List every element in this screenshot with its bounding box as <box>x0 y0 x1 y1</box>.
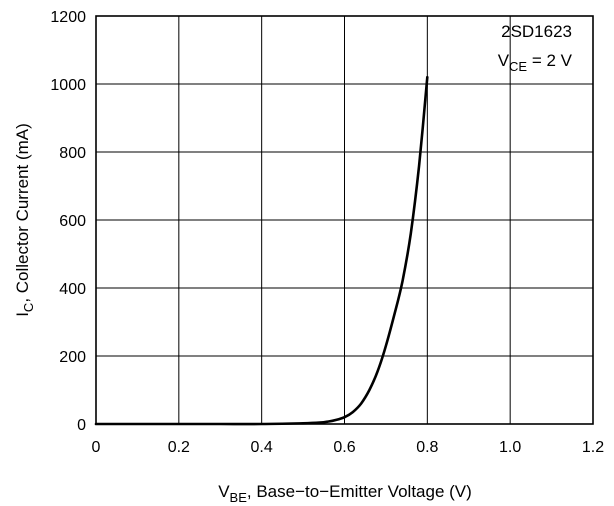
y-axis-title: IC, Collector Current (mA) <box>13 123 36 317</box>
y-axis-title-sub: C <box>21 303 36 312</box>
series-curve <box>94 75 429 426</box>
x-axis-title-rest: , Base−to−Emitter Voltage (V) <box>247 482 472 501</box>
y-tick-label: 600 <box>59 213 86 230</box>
x-tick-label: 1.2 <box>582 439 604 456</box>
annotation-condition-main: V <box>498 51 510 70</box>
x-axis-title: VBE, Base−to−Emitter Voltage (V) <box>218 482 472 505</box>
x-tick-label: 0 <box>92 439 101 456</box>
x-axis-title-sub: BE <box>230 490 248 505</box>
y-tick-label: 200 <box>59 349 86 366</box>
y-axis-title-main: I <box>13 312 32 317</box>
x-axis-title-main: V <box>218 482 230 501</box>
y-tick-label: 400 <box>59 281 86 298</box>
x-tick-labels: 0 0.2 0.4 0.6 0.8 1.0 1.2 <box>92 439 605 456</box>
y-tick-label: 1200 <box>50 9 86 26</box>
y-tick-label: 0 <box>77 417 86 434</box>
annotation-condition-rest: = 2 V <box>527 51 573 70</box>
grid-lines <box>96 16 593 424</box>
annotation-condition: VCE = 2 V <box>498 51 573 74</box>
plot-frame <box>95 15 594 425</box>
annotation-condition-sub: CE <box>509 59 527 74</box>
x-tick-label: 0.2 <box>168 439 190 456</box>
y-tick-labels: 0 200 400 600 800 1000 1200 <box>50 9 86 434</box>
x-tick-label: 1.0 <box>499 439 521 456</box>
x-tick-label: 0.8 <box>416 439 438 456</box>
annotation-part-number: 2SD1623 <box>501 22 572 41</box>
y-tick-label: 800 <box>59 145 86 162</box>
y-axis-title-rest: , Collector Current (mA) <box>13 123 32 302</box>
x-tick-label: 0.4 <box>251 439 273 456</box>
x-tick-label: 0.6 <box>333 439 355 456</box>
y-tick-label: 1000 <box>50 77 86 94</box>
